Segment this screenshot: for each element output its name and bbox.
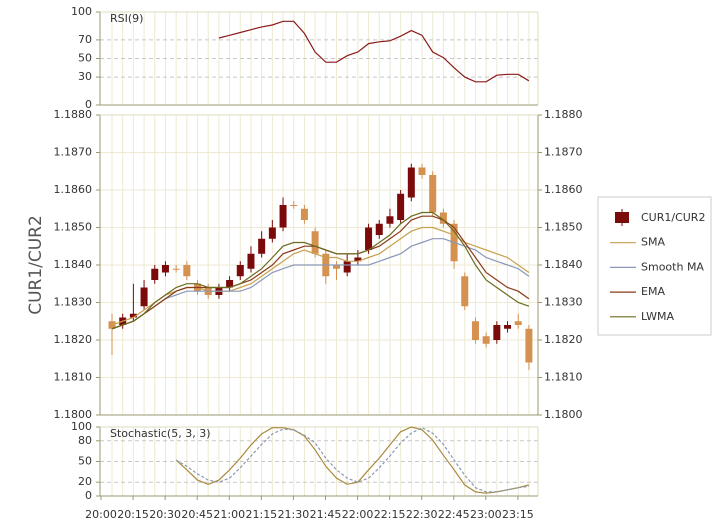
line-series: [218, 20, 530, 83]
y-tick-label: 1.1830: [54, 296, 93, 309]
y-tick-label-right: 1.1880: [544, 108, 583, 121]
y-tick-label: 1.1820: [54, 333, 93, 346]
candle-body: [375, 223, 383, 235]
candle-body: [429, 175, 437, 213]
x-tick-label: 23:15: [502, 508, 534, 521]
y-tick-label-right: 1.1840: [544, 258, 583, 271]
candle-body: [386, 216, 394, 224]
x-tick-label: 20:00: [85, 508, 117, 521]
y-tick-label: 1.1840: [54, 258, 93, 271]
panel-title: Stochastic(5, 3, 3): [110, 427, 211, 440]
x-tick-label: 21:45: [310, 508, 342, 521]
candle-body: [236, 265, 244, 277]
y-tick-label: 1.1870: [54, 146, 93, 159]
y-tick-label: 0: [85, 98, 92, 111]
legend-label: Smooth MA: [641, 260, 704, 273]
line-series: [111, 211, 530, 330]
x-tick-label: 21:30: [278, 508, 310, 521]
candle-body: [151, 268, 159, 280]
candle-body: [514, 321, 522, 325]
legend-label: SMA: [641, 236, 665, 249]
y-axis-label: CUR1/CUR2: [26, 215, 46, 315]
legend-label: EMA: [641, 285, 665, 298]
candle-body: [161, 265, 169, 273]
candle-body: [268, 227, 276, 239]
x-tick-label: 22:00: [342, 508, 374, 521]
legend-icon: [615, 212, 629, 223]
legend-label: CUR1/CUR2: [641, 211, 705, 224]
candle-body: [365, 227, 373, 250]
x-tick-label: 23:00: [470, 508, 502, 521]
y-tick-label: 70: [78, 33, 92, 46]
y-tick-label: 1.1810: [54, 371, 93, 384]
candle-body: [172, 268, 180, 270]
x-tick-label: 22:15: [374, 508, 406, 521]
candle-body: [258, 238, 266, 254]
candle-body: [418, 167, 426, 175]
candle-body: [129, 313, 137, 318]
candle-body: [279, 205, 287, 228]
candle-body: [482, 336, 490, 344]
candle-body: [343, 261, 351, 273]
y-tick-label: 100: [71, 5, 92, 18]
y-tick-label: 50: [78, 52, 92, 65]
candle-body: [226, 280, 234, 288]
y-tick-label: 50: [78, 455, 92, 468]
x-tick-label: 22:30: [406, 508, 438, 521]
y-tick-label: 100: [71, 420, 92, 433]
y-tick-label: 1.1880: [54, 108, 93, 121]
line-series: [111, 238, 530, 330]
line-series: [175, 426, 530, 494]
candle-body: [247, 253, 255, 269]
y-tick-label-right: 1.1820: [544, 333, 583, 346]
legend-label: LWMA: [641, 310, 674, 323]
y-tick-label-right: 1.1870: [544, 146, 583, 159]
y-tick-label: 1.1800: [54, 408, 93, 421]
candle-body: [354, 257, 362, 262]
y-tick-label: 1.1860: [54, 183, 93, 196]
candle-body: [461, 276, 469, 307]
candle-body: [439, 212, 447, 224]
y-tick-label-right: 1.1810: [544, 371, 583, 384]
x-tick-label: 21:00: [213, 508, 245, 521]
panel-title: RSI(9): [110, 12, 143, 25]
y-tick-label: 30: [78, 70, 92, 83]
line-series: [175, 427, 529, 493]
candle-body: [504, 325, 512, 329]
candle-body: [397, 193, 405, 220]
candle-body: [493, 325, 501, 340]
y-tick-label-right: 1.1850: [544, 221, 583, 234]
candle-body: [140, 287, 148, 307]
candle-body: [525, 328, 533, 363]
y-tick-label: 80: [78, 434, 92, 447]
y-tick-label-right: 1.1830: [544, 296, 583, 309]
candle-body: [407, 167, 415, 198]
x-tick-label: 20:45: [181, 508, 213, 521]
y-tick-label-right: 1.1860: [544, 183, 583, 196]
x-tick-label: 20:15: [117, 508, 149, 521]
candle-body: [332, 265, 340, 269]
line-series: [111, 215, 530, 330]
x-tick-label: 22:45: [438, 508, 470, 521]
x-tick-label: 21:15: [245, 508, 277, 521]
candle-body: [471, 321, 479, 340]
candle-body: [183, 265, 191, 277]
x-tick-label: 20:30: [149, 508, 181, 521]
y-tick-label-right: 1.1800: [544, 408, 583, 421]
y-tick-label: 1.1850: [54, 221, 93, 234]
y-tick-label: 0: [85, 489, 92, 502]
candle-body: [311, 231, 319, 254]
candle-body: [290, 205, 298, 206]
y-tick-label: 20: [78, 475, 92, 488]
candle-body: [300, 208, 308, 220]
